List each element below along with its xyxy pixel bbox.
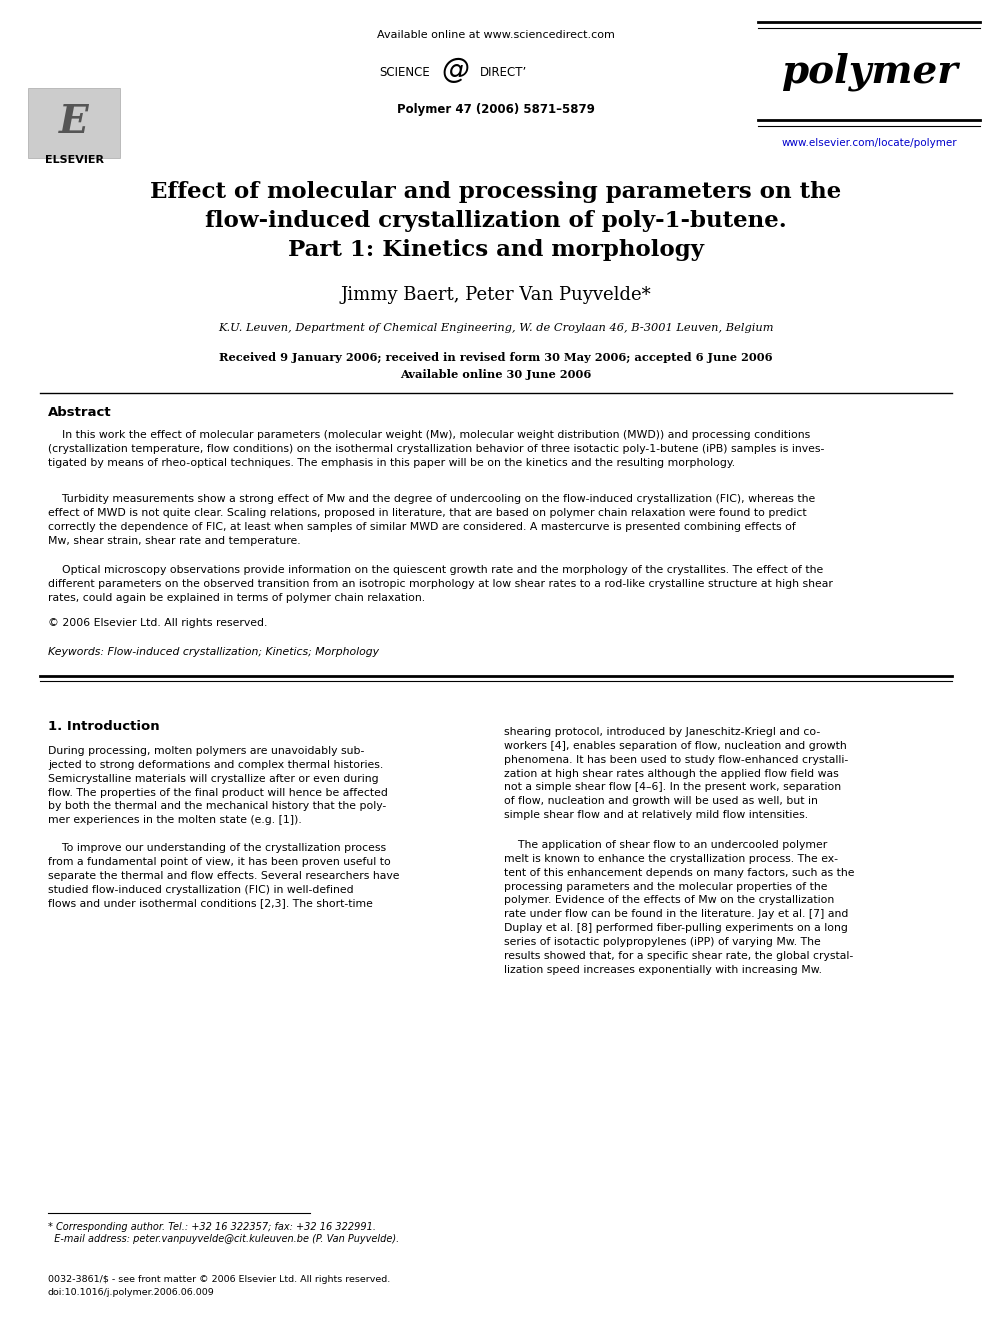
Bar <box>28 89 120 157</box>
Text: During processing, molten polymers are unavoidably sub-
jected to strong deforma: During processing, molten polymers are u… <box>48 746 388 826</box>
Text: The application of shear flow to an undercooled polymer
melt is known to enhance: The application of shear flow to an unde… <box>504 840 854 975</box>
Text: Part 1: Kinetics and morphology: Part 1: Kinetics and morphology <box>288 239 704 261</box>
Text: Abstract: Abstract <box>48 406 112 418</box>
Text: Available online 30 June 2006: Available online 30 June 2006 <box>401 369 591 380</box>
Text: Received 9 January 2006; received in revised form 30 May 2006; accepted 6 June 2: Received 9 January 2006; received in rev… <box>219 352 773 363</box>
Text: Effect of molecular and processing parameters on the: Effect of molecular and processing param… <box>151 181 841 202</box>
Text: © 2006 Elsevier Ltd. All rights reserved.: © 2006 Elsevier Ltd. All rights reserved… <box>48 618 268 628</box>
Text: 0032-3861/$ - see front matter © 2006 Elsevier Ltd. All rights reserved.: 0032-3861/$ - see front matter © 2006 El… <box>48 1275 390 1285</box>
Text: To improve our understanding of the crystallization process
from a fundamental p: To improve our understanding of the crys… <box>48 843 400 909</box>
Text: Polymer 47 (2006) 5871–5879: Polymer 47 (2006) 5871–5879 <box>397 103 595 116</box>
Text: Optical microscopy observations provide information on the quiescent growth rate: Optical microscopy observations provide … <box>48 565 833 603</box>
Text: Keywords: Flow-induced crystallization; Kinetics; Morphology: Keywords: Flow-induced crystallization; … <box>48 647 379 658</box>
Text: polymer: polymer <box>781 53 957 91</box>
Text: In this work the effect of molecular parameters (molecular weight (Mw), molecula: In this work the effect of molecular par… <box>48 430 824 467</box>
Text: flow-induced crystallization of poly-1-butene.: flow-induced crystallization of poly-1-b… <box>205 210 787 232</box>
Text: SCIENCE: SCIENCE <box>379 66 430 78</box>
Text: 1. Introduction: 1. Introduction <box>48 721 160 733</box>
Text: www.elsevier.com/locate/polymer: www.elsevier.com/locate/polymer <box>781 138 957 148</box>
Text: doi:10.1016/j.polymer.2006.06.009: doi:10.1016/j.polymer.2006.06.009 <box>48 1289 214 1297</box>
Text: @: @ <box>441 56 469 83</box>
Text: DIRECT’: DIRECT’ <box>480 66 528 78</box>
Text: E: E <box>60 103 89 142</box>
Text: shearing protocol, introduced by Janeschitz-Kriegl and co-
workers [4], enables : shearing protocol, introduced by Janesch… <box>504 728 848 820</box>
Text: ELSEVIER: ELSEVIER <box>45 155 103 165</box>
Text: K.U. Leuven, Department of Chemical Engineering, W. de Croylaan 46, B-3001 Leuve: K.U. Leuven, Department of Chemical Engi… <box>218 323 774 333</box>
Text: Available online at www.sciencedirect.com: Available online at www.sciencedirect.co… <box>377 30 615 40</box>
Text: Jimmy Baert, Peter Van Puyvelde*: Jimmy Baert, Peter Van Puyvelde* <box>340 286 652 304</box>
Text: E-mail address: peter.vanpuyvelde@cit.kuleuven.be (P. Van Puyvelde).: E-mail address: peter.vanpuyvelde@cit.ku… <box>48 1234 399 1244</box>
Text: * Corresponding author. Tel.: +32 16 322357; fax: +32 16 322991.: * Corresponding author. Tel.: +32 16 322… <box>48 1222 376 1232</box>
Text: Turbidity measurements show a strong effect of Mw and the degree of undercooling: Turbidity measurements show a strong eff… <box>48 493 815 545</box>
